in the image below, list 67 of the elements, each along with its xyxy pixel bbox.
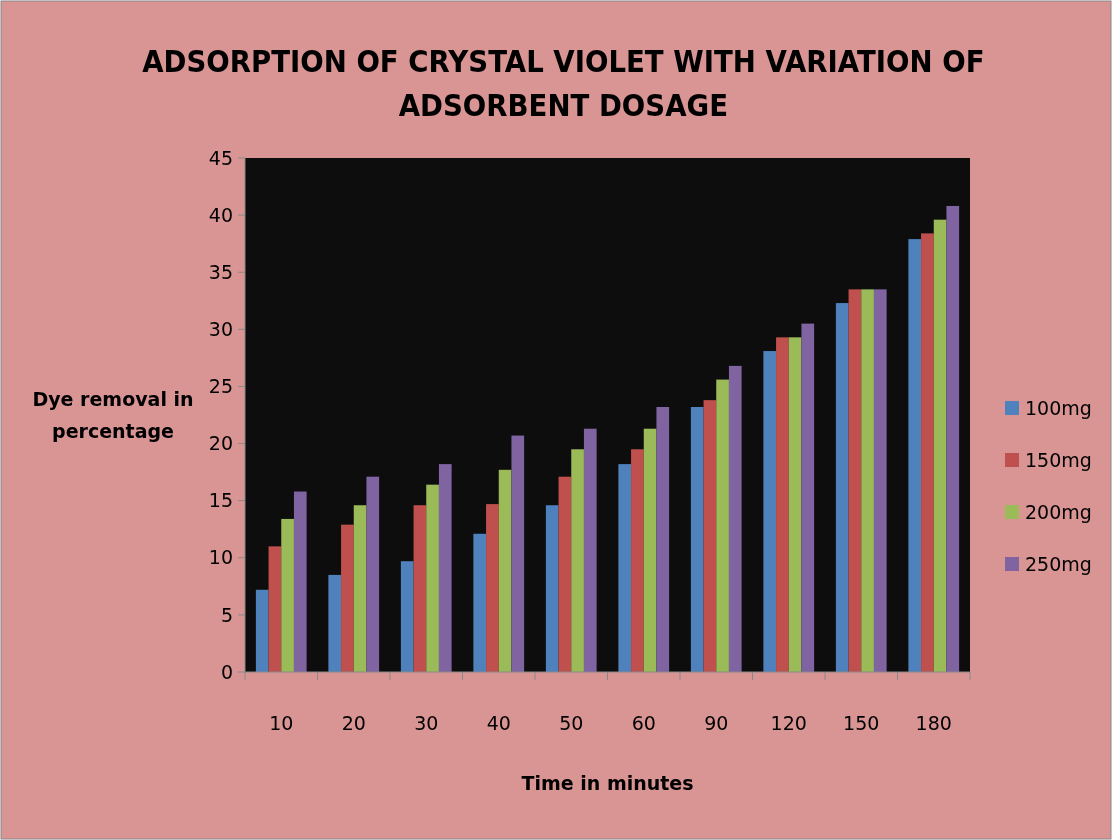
bar: [656, 407, 670, 672]
bar: [618, 464, 632, 672]
bar: [848, 289, 862, 672]
bar: [643, 428, 657, 672]
bar: [776, 337, 789, 672]
y-axis-title: Dye removal in percentage: [32, 388, 194, 442]
bar: [400, 561, 414, 672]
bar: [763, 351, 777, 672]
bar: [908, 239, 922, 672]
bar: [801, 323, 815, 672]
y-tick-label: 0: [220, 660, 233, 683]
x-tick-label: 10: [269, 712, 294, 734]
y-tick-label: 45: [208, 146, 233, 169]
x-tick-label: 150: [843, 712, 880, 734]
bar: [281, 518, 294, 672]
x-tick-label: 40: [486, 712, 511, 734]
bar: [511, 435, 525, 672]
bar: [703, 400, 717, 672]
x-tick-label: 120: [770, 712, 807, 734]
bar: [498, 469, 512, 672]
x-tick-label: 180: [915, 712, 952, 734]
bar: [413, 505, 427, 672]
bar: [328, 574, 342, 672]
x-tick-label: 30: [414, 712, 439, 734]
bar: [353, 505, 367, 672]
legend-label: 250mg: [1025, 552, 1092, 575]
bar: [933, 219, 947, 672]
bar: [946, 205, 960, 672]
y-tick-label: 40: [208, 203, 233, 226]
bar: [255, 589, 269, 672]
x-tick-label: 20: [341, 712, 366, 734]
bar: [631, 449, 644, 672]
bar: [716, 379, 729, 672]
chart-title: ADSORPTION OF CRYSTAL VIOLET WITH VARIATION OF ADSORBENT DOSAGE: [142, 43, 985, 124]
legend-label: 150mg: [1025, 448, 1092, 471]
legend-label: 200mg: [1025, 500, 1092, 523]
bar: [861, 289, 874, 672]
legend-label: 100mg: [1025, 396, 1092, 419]
y-tick-label: 5: [220, 603, 233, 626]
x-tick-label: 90: [704, 712, 729, 734]
bar: [545, 505, 559, 672]
bar: [486, 504, 499, 672]
bar: [426, 484, 439, 672]
bar: [921, 233, 934, 672]
bar: [571, 449, 584, 672]
y-tick-label: 35: [208, 260, 233, 283]
bar: [268, 546, 282, 672]
bar: [690, 407, 704, 672]
bar: [341, 524, 354, 672]
bar: [835, 303, 849, 672]
bar: [438, 464, 452, 672]
y-tick-label: 30: [208, 317, 233, 340]
bar: [583, 428, 597, 672]
bar: [473, 533, 487, 672]
x-tick-label: 60: [631, 712, 656, 734]
bar: [788, 337, 802, 672]
bar: [728, 365, 742, 672]
y-tick-label: 25: [208, 375, 233, 398]
x-tick-label: 50: [559, 712, 584, 734]
x-axis-title: Time in minutes: [521, 772, 694, 794]
y-tick-label: 10: [208, 546, 233, 569]
bar: [293, 491, 307, 672]
bar: [366, 476, 380, 672]
bar: [558, 476, 572, 672]
bar: [873, 289, 887, 672]
y-tick-label: 20: [208, 432, 233, 455]
y-tick-label: 15: [208, 489, 233, 512]
